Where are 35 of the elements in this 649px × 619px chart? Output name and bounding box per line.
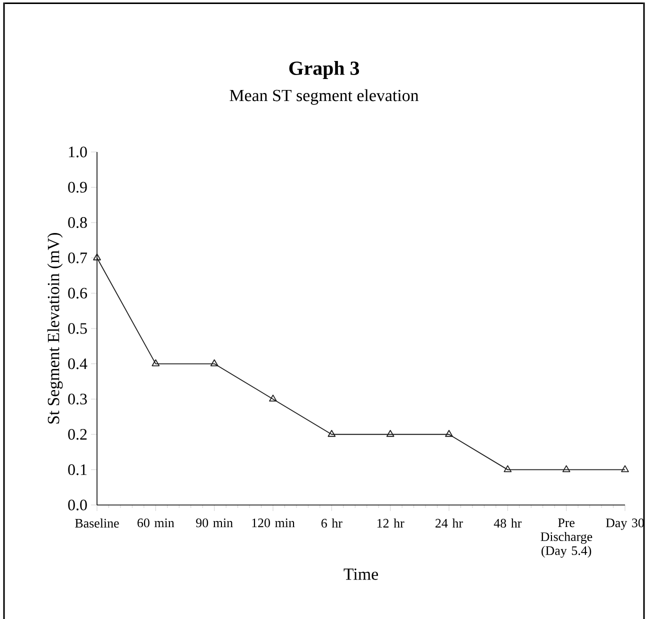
x-tick-label: 6 hr xyxy=(321,518,342,528)
y-tick-label: 0.1 xyxy=(68,464,87,476)
y-tick-label: 0.3 xyxy=(68,394,87,404)
y-tick-label: 0.5 xyxy=(68,323,87,334)
x-tick-label: 48 hr xyxy=(494,518,522,528)
chart-subtitle: Mean ST segment elevation xyxy=(230,89,419,105)
chart-title: Graph 3 xyxy=(289,60,360,80)
y-tick-label: 1.0 xyxy=(68,146,87,158)
y-tick-label: 0.0 xyxy=(68,500,87,510)
x-tick-label: Pre Discharge (Day 5.4) xyxy=(540,518,592,558)
point xyxy=(210,359,218,366)
x-axis-title: Time xyxy=(344,568,378,580)
point xyxy=(562,465,570,472)
y-tick-label: 0.9 xyxy=(68,182,87,193)
point xyxy=(269,394,277,402)
point xyxy=(445,430,453,437)
y-tick-label: 0.8 xyxy=(68,217,87,228)
point xyxy=(386,430,394,437)
x-tick-label: 12 hr xyxy=(377,518,404,528)
y-tick-label: 0.4 xyxy=(68,358,88,370)
x-tick-label: Baseline xyxy=(75,518,119,528)
y-axis-title: St Segment Elevatioin (mV) xyxy=(47,233,63,424)
point xyxy=(504,465,512,472)
x-tick-label: 24 hr xyxy=(436,518,463,528)
point xyxy=(93,253,101,260)
x-tick-label: Day 30 xyxy=(606,518,644,530)
x-tick-label: 120 min xyxy=(252,518,295,528)
x-tick-label: 90 min xyxy=(196,518,233,528)
point xyxy=(152,359,160,366)
y-tick-label: 0.2 xyxy=(68,428,87,440)
x-tick-label: 60 min xyxy=(138,518,174,528)
point xyxy=(621,465,629,472)
y-tick-label: 0.6 xyxy=(68,288,88,299)
y-tick-label: 0.7 xyxy=(68,252,88,264)
point xyxy=(328,430,336,437)
